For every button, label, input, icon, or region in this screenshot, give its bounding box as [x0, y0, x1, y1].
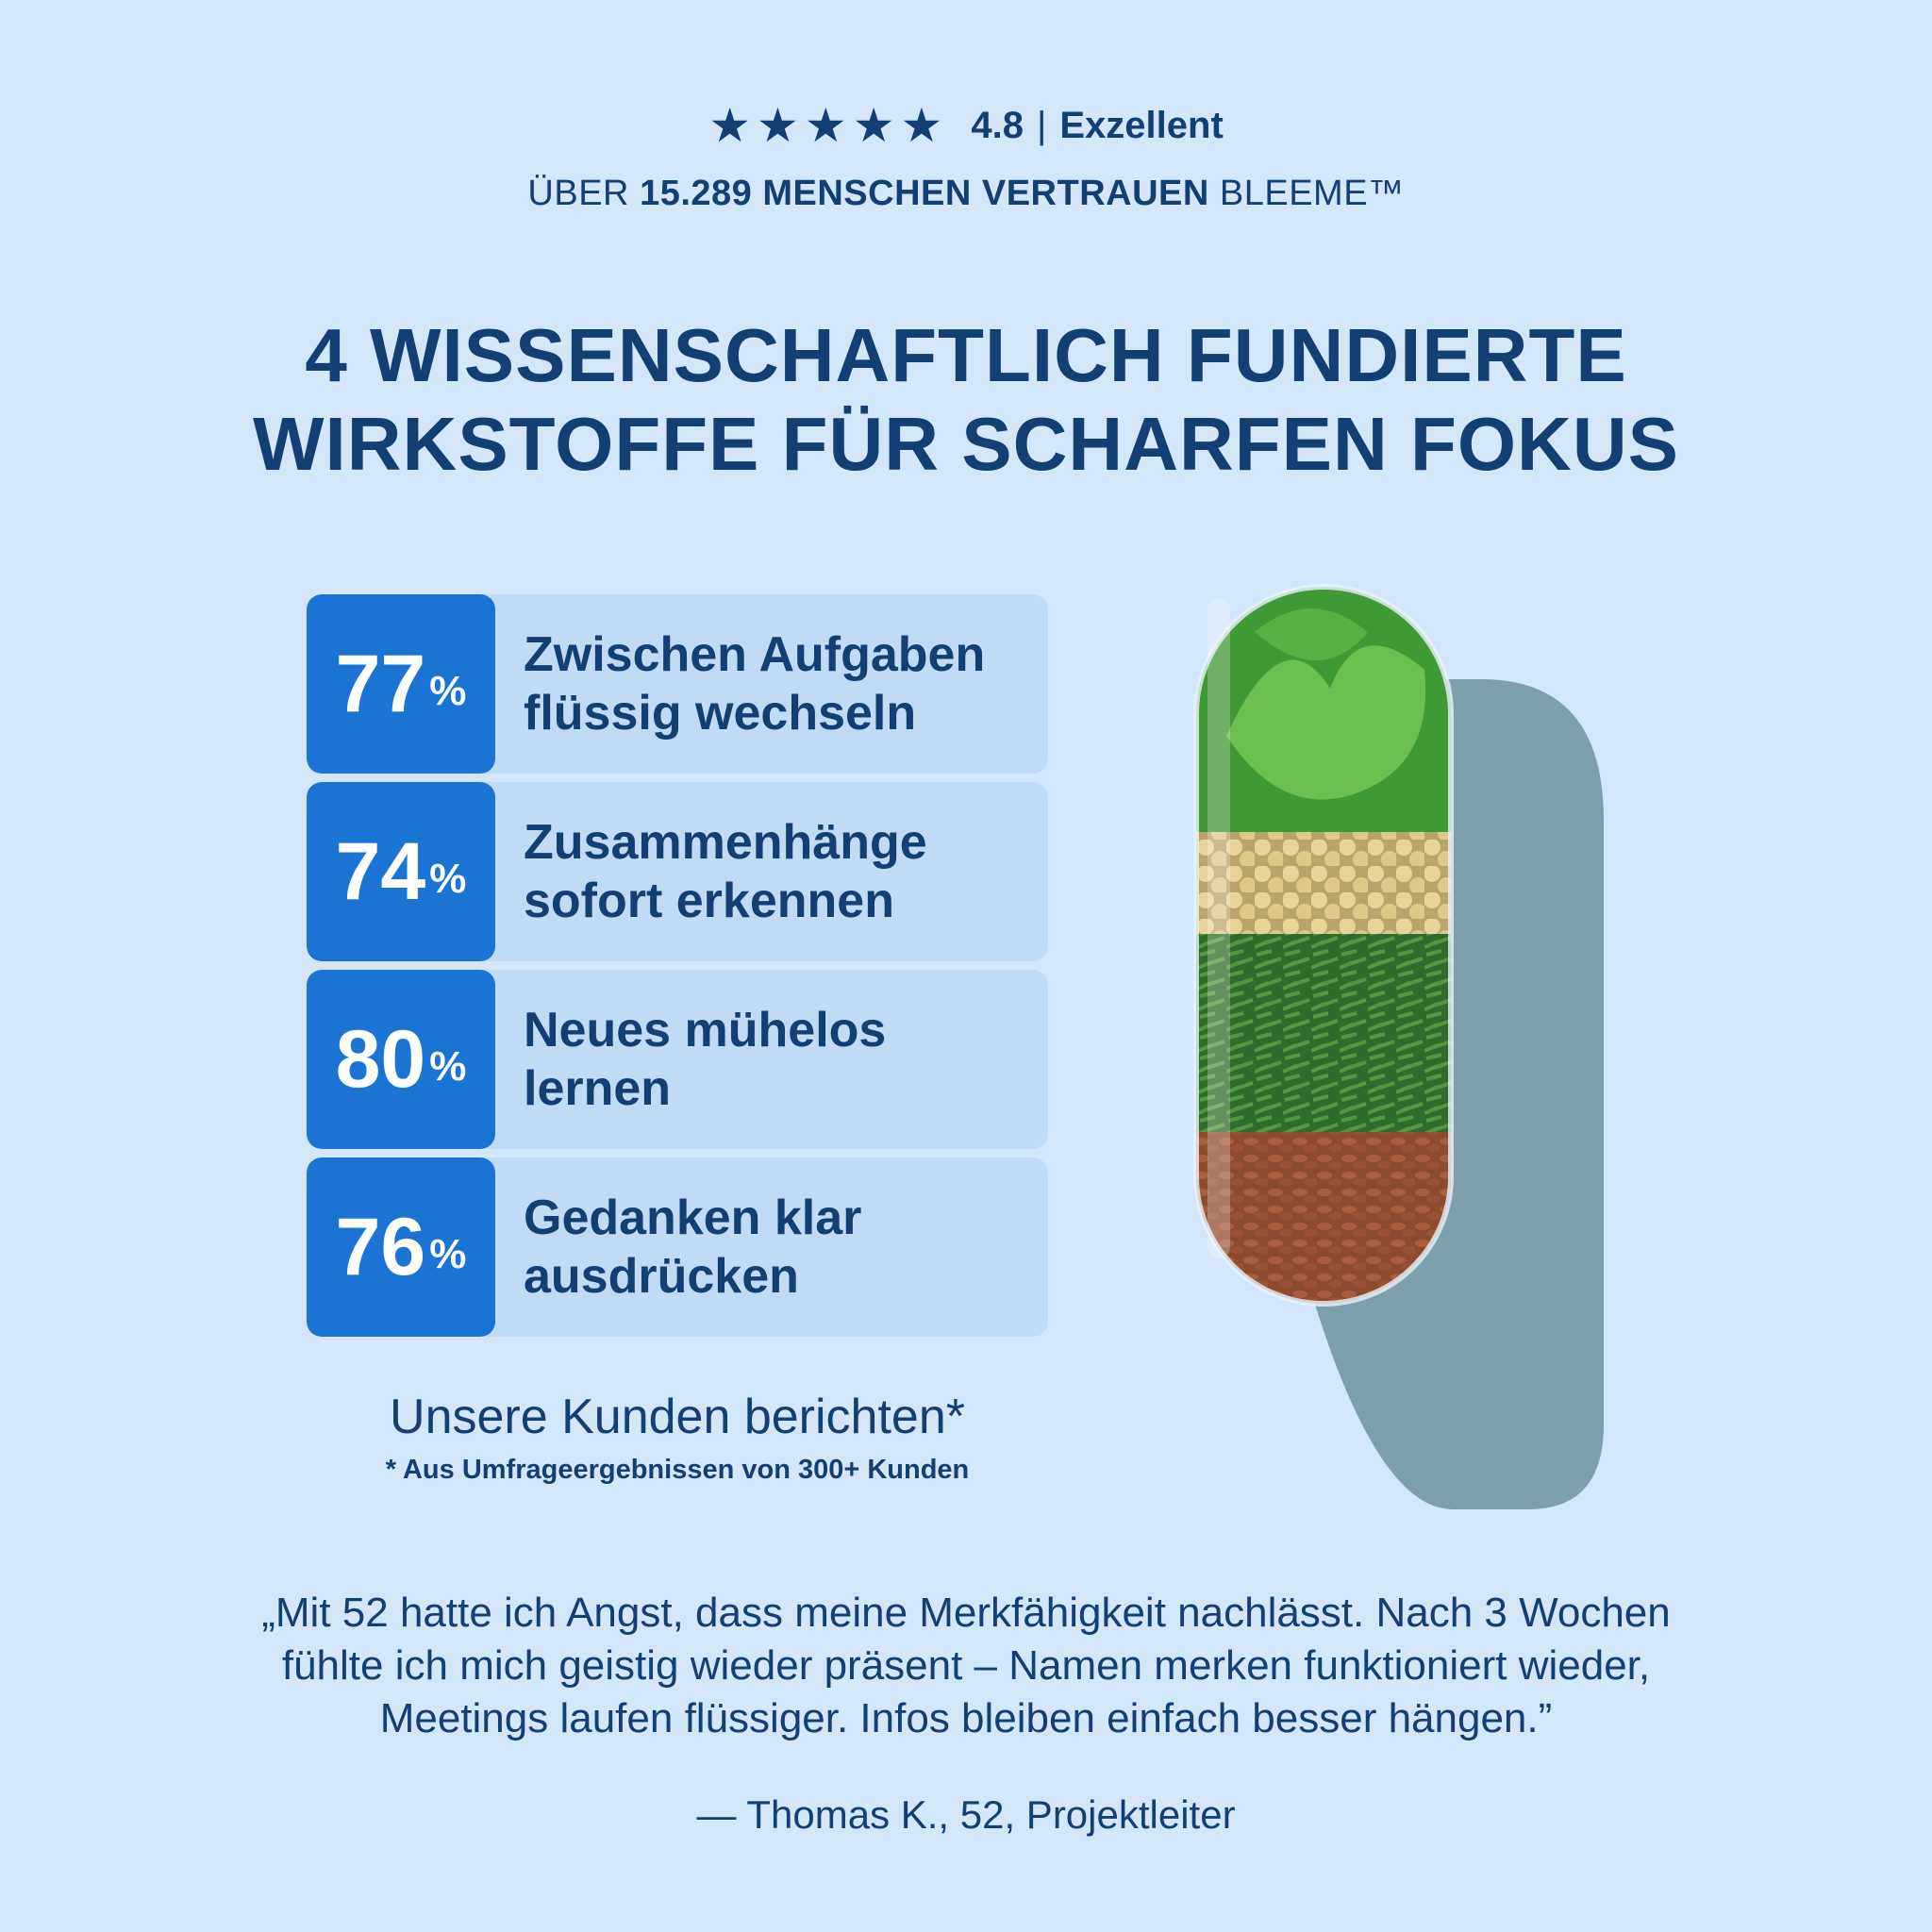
percent-value: 80: [335, 1014, 426, 1105]
page-title: 4 WISSENSCHAFTLICH FUNDIERTE WIRKSTOFFE …: [0, 311, 1932, 489]
quote-line-2: fühlte ich mich geistig wieder präsent –…: [281, 1642, 1651, 1689]
capsule-image: [1193, 584, 1604, 1509]
benefit-label-line-2: ausdrücken: [524, 1249, 799, 1304]
benefit-label-line-2: sofort erkennen: [524, 874, 894, 928]
rating-separator: |: [1036, 104, 1047, 146]
star-icon: ★: [757, 99, 799, 152]
percent-sign: %: [429, 856, 467, 902]
benefit-label-line-1: Zwischen Aufgaben: [524, 627, 986, 682]
percent-value: 76: [335, 1202, 426, 1292]
trust-suffix: BLEEME™: [1208, 174, 1405, 213]
percent-value: 74: [335, 826, 426, 917]
percent-sign: %: [429, 1231, 467, 1277]
rating-value: 4.8: [971, 104, 1024, 146]
benefit-card: 74 % Zusammenhänge sofort erkennen: [307, 782, 1048, 961]
percent-badge: 76 %: [307, 1158, 495, 1337]
percent-sign: %: [429, 668, 467, 714]
percent-badge: 80 %: [307, 970, 495, 1149]
benefit-list: 77 % Zwischen Aufgaben flüssig wechseln 7…: [307, 594, 1048, 1345]
testimonial-quote: „Mit 52 hatte ich Angst, dass meine Merk…: [75, 1587, 1857, 1745]
trust-prefix: ÜBER: [527, 174, 641, 213]
quote-line-1: „Mit 52 hatte ich Angst, dass meine Merk…: [261, 1590, 1671, 1636]
trust-highlight: 15.289 MENSCHEN VERTRAUEN: [640, 174, 1209, 213]
percent-badge: 77 %: [307, 594, 495, 774]
star-icon: ★: [804, 99, 847, 152]
quote-line-3: Meetings laufen flüssiger. Infos bleiben…: [379, 1695, 1553, 1741]
star-icon: ★: [852, 99, 895, 152]
benefit-label-line-1: Neues mühelos: [524, 1003, 887, 1058]
percent-value: 77: [335, 639, 426, 729]
benefit-label: Zwischen Aufgaben flüssig wechseln: [495, 594, 985, 774]
benefit-label-line-2: flüssig wechseln: [524, 686, 917, 741]
star-rating: ★ ★ ★ ★ ★: [708, 102, 942, 149]
benefit-card: 76 % Gedanken klar ausdrücken: [307, 1158, 1048, 1337]
benefit-label-line-1: Zusammenhänge: [524, 815, 927, 870]
rating-row: ★ ★ ★ ★ ★ 4.8 | Exzellent: [0, 102, 1932, 149]
benefit-card: 77 % Zwischen Aufgaben flüssig wechseln: [307, 594, 1048, 774]
benefit-label-line-1: Gedanken klar: [524, 1191, 862, 1245]
testimonial-author: — Thomas K., 52, Projektleiter: [696, 1792, 1236, 1837]
benefit-label: Gedanken klar ausdrücken: [495, 1158, 861, 1337]
headline-line-2: WIRKSTOFFE FÜR SCHARFEN FOKUS: [253, 402, 1679, 486]
survey-caption: Unsere Kunden berichten*: [390, 1390, 965, 1444]
percent-badge: 74 %: [307, 782, 495, 961]
benefit-label: Neues mühelos lernen: [495, 970, 886, 1149]
survey-footnote: * Aus Umfrageergebnissen von 300+ Kunden: [385, 1455, 970, 1485]
capsule-ingredients-illustration: [1170, 575, 1623, 1519]
rating-label: Exzellent: [1059, 104, 1224, 146]
benefit-label-line-2: lernen: [524, 1061, 672, 1116]
benefit-label: Zusammenhänge sofort erkennen: [495, 782, 927, 961]
star-icon: ★: [708, 99, 752, 152]
headline-line-1: 4 WISSENSCHAFTLICH FUNDIERTE: [305, 313, 1627, 397]
star-icon: ★: [900, 99, 943, 152]
percent-sign: %: [429, 1043, 467, 1090]
trust-line: ÜBER 15.289 MENSCHEN VERTRAUEN BLEEME™: [0, 174, 1932, 214]
benefit-card: 80 % Neues mühelos lernen: [307, 970, 1048, 1149]
